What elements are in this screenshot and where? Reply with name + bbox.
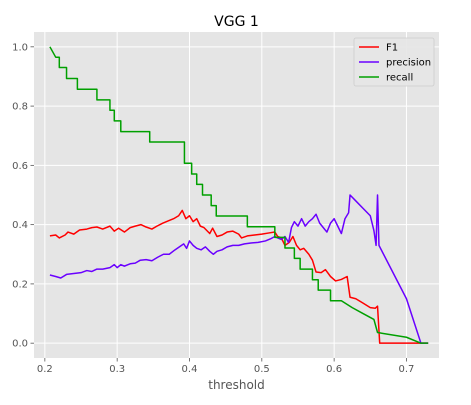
- legend-box: [353, 37, 435, 87]
- x-tick-label: 0.6: [326, 364, 342, 375]
- x-tick-label: 0.2: [37, 364, 53, 375]
- y-tick-label: 0.6: [12, 161, 28, 172]
- legend-label-recall: recall: [386, 73, 413, 84]
- x-axis-label: threshold: [208, 378, 265, 392]
- x-tick-label: 0.7: [399, 364, 415, 375]
- legend: F1 precision recall: [353, 37, 435, 87]
- series-line-precision: [49, 194, 429, 344]
- series-line-F1: [49, 209, 429, 344]
- y-tick-label: 0.4: [12, 220, 28, 231]
- y-tick-label: 0.0: [12, 339, 28, 350]
- x-tick-label: 0.5: [254, 364, 270, 375]
- series-lines: [49, 46, 429, 344]
- y-tick-label: 1.0: [12, 42, 28, 53]
- y-tick-label: 0.2: [12, 279, 28, 290]
- chart-title: VGG 1: [214, 14, 259, 30]
- x-tick-label: 0.4: [182, 364, 198, 375]
- legend-label-precision: precision: [386, 58, 431, 69]
- legend-label-F1: F1: [386, 43, 398, 54]
- y-ticks: 0.0 0.2 0.4 0.6 0.8 1.0: [12, 42, 34, 350]
- y-tick-label: 0.8: [12, 102, 28, 113]
- x-tick-label: 0.3: [109, 364, 125, 375]
- x-ticks: 0.2 0.3 0.4 0.5 0.6 0.7: [37, 358, 415, 375]
- grid: [34, 32, 439, 358]
- series-line-recall: [49, 46, 429, 344]
